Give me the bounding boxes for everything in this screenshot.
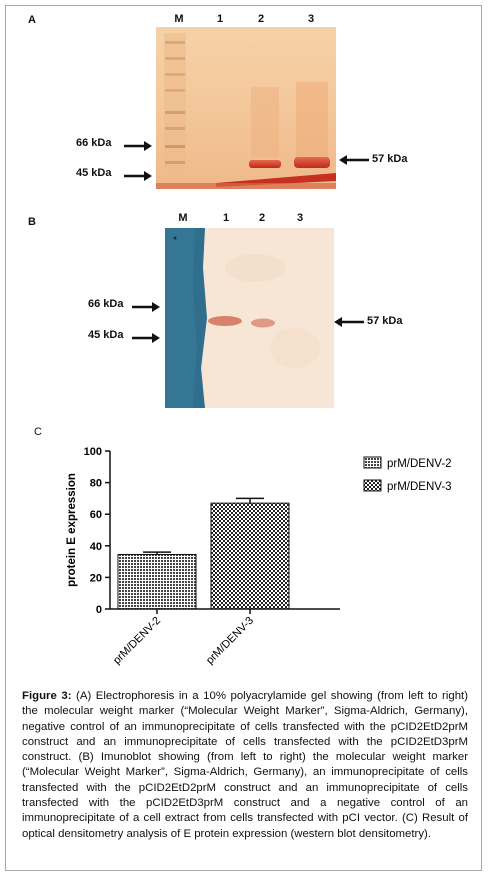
figure-caption: Figure 3: (A) Electrophoresis in a 10% p… xyxy=(22,689,468,842)
panel-a-lane-m: M xyxy=(174,13,184,25)
panel-a-marker-66: 66 kDa xyxy=(76,137,112,149)
panel-b-marker-66: 66 kDa xyxy=(88,298,124,310)
panel-b-lane-3: 3 xyxy=(296,212,304,224)
bar-chart: 0 20 40 60 80 100 prM/DENV-2 prM/DENV-3 prM/DE… xyxy=(66,446,452,667)
blot-image-b xyxy=(165,228,334,408)
panel-a-marker-57: 57 kDa xyxy=(372,153,408,165)
caption-text: (A) Electrophoresis in a 10% polyacrylam… xyxy=(22,690,468,840)
panel-b-marker-57: 57 kDa xyxy=(367,315,403,327)
panel-a-letter: A xyxy=(28,14,36,26)
panel-b-lane-m: M xyxy=(178,212,188,224)
panel-b-arrow-45-icon xyxy=(132,333,160,343)
panel-a-lane-1: 1 xyxy=(216,13,224,25)
bar-2 xyxy=(210,502,290,610)
panel-a-arrow-57-icon xyxy=(339,155,369,165)
legend-swatch-1 xyxy=(363,456,382,469)
panel-b-lane-1: 1 xyxy=(222,212,230,224)
panel-b-lane-2: 2 xyxy=(258,212,266,224)
y-tick-label: 100 xyxy=(84,446,102,458)
caption-label: Figure 3: xyxy=(22,690,72,702)
panel-a-lane-3: 3 xyxy=(307,13,315,25)
y-axis-title: protein E expression xyxy=(66,473,78,587)
panel-c-letter: C xyxy=(34,426,42,438)
figure-frame xyxy=(5,5,482,871)
panel-a-arrow-45-icon xyxy=(124,171,152,181)
panel-b-marker-45: 45 kDa xyxy=(88,329,124,341)
y-tick-label: 40 xyxy=(90,541,102,553)
x-tick-label: prM/DENV-3 xyxy=(204,615,256,667)
panel-a-marker-45: 45 kDa xyxy=(76,167,112,179)
panel-b-letter: B xyxy=(28,216,36,228)
legend-swatch-2 xyxy=(363,479,382,492)
panel-b-arrow-57-icon xyxy=(334,317,364,327)
panel-a-arrow-66-icon xyxy=(124,141,152,151)
panel-b-arrow-66-icon xyxy=(132,302,160,312)
panel-a-lane-2: 2 xyxy=(257,13,265,25)
y-tick-label: 60 xyxy=(90,509,102,521)
y-tick-label: 0 xyxy=(96,604,102,616)
x-tick-label: prM/DENV-2 xyxy=(111,615,163,667)
legend-label-2: prM/DENV-3 xyxy=(387,481,452,493)
legend-label-1: prM/DENV-2 xyxy=(387,458,452,470)
y-tick-label: 20 xyxy=(90,572,102,584)
y-tick-label: 80 xyxy=(90,478,102,490)
gel-image-a xyxy=(156,27,336,189)
bar-1 xyxy=(117,553,197,610)
